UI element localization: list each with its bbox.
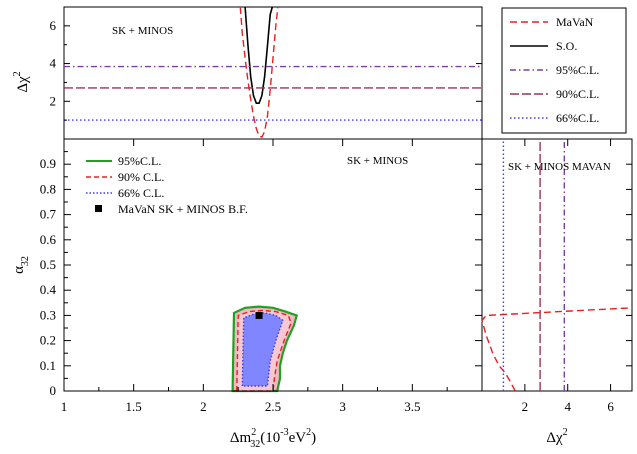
main-legend-label: MaVaN SK + MINOS B.F. [118, 202, 248, 216]
legend-label: 95%C.L. [556, 63, 599, 77]
contour-2 [241, 312, 284, 387]
main-ticks: 0 0.1 0.2 0.3 0.4 0.5 0.6 0.7 0.8 0.9 1 1.5 2 2.5 3 3.5 [40, 139, 482, 414]
right-xtick-label: 6 [607, 399, 614, 414]
main-ytick-label: 0.9 [40, 156, 56, 171]
top-legend: MaVaN S.O. 95%C.L. 90%C.L. 66%C.L. [501, 7, 627, 134]
main-ytick-label: 0.1 [40, 358, 56, 373]
top-ticks: 2 4 6 [50, 18, 482, 121]
top-ytick-label: 6 [50, 18, 57, 33]
legend-items: MaVaN S.O. 95%C.L. 90%C.L. 66%C.L. [510, 15, 599, 125]
top-ylabel: Δχ2 [12, 71, 31, 92]
main-panel: 0 0.1 0.2 0.3 0.4 0.5 0.6 0.7 0.8 0.9 1 1.5 2 2.5 3 3.5… [11, 138, 483, 450]
top-ytick-label: 4 [50, 56, 57, 71]
right-series [481, 139, 633, 392]
main-xlabel: Δm2 32(10-3eV2) [230, 427, 316, 450]
main-legend-label: 90% C.L. [118, 170, 164, 184]
main-ytick-label: 0.7 [40, 207, 57, 222]
main-ylabel: α32 [11, 256, 31, 274]
top-series-line-0 [239, 6, 279, 138]
right-xtick-label: 2 [522, 399, 529, 414]
legend-label: 66%C.L. [556, 111, 599, 125]
top-series [64, 6, 482, 138]
main-ytick-label: 0.8 [40, 181, 56, 196]
main-ytick-label: 0.6 [40, 232, 57, 247]
main-ytick-label: 0.3 [40, 307, 56, 322]
main-ytick-label: 0.5 [40, 257, 56, 272]
right-xlabel: Δχ2 [546, 427, 567, 446]
main-ytick-label: 0.4 [40, 282, 57, 297]
best-fit-point [255, 311, 263, 319]
main-legend: 95%C.L. 90% C.L. 66% C.L. MaVaN SK + MINOS … [86, 154, 248, 216]
right-annotation: SK + MINOS MAVAN [508, 161, 611, 173]
top-panel: 2 4 6 SK + MINOS Δχ2 [12, 6, 483, 140]
main-legend-label: 66% C.L. [118, 186, 164, 200]
right-panel: 2 4 6 SK + MINOS MAVAN Δχ2 [481, 138, 633, 446]
main-annotation: SK + MINOS [347, 155, 408, 167]
main-xtick-label: 2 [200, 399, 207, 414]
main-legend-label: 95%C.L. [118, 154, 161, 168]
legend-label: S.O. [556, 39, 577, 53]
main-legend-bf-marker [95, 205, 102, 212]
main-ytick-label: 0.2 [40, 333, 56, 348]
legend-frame [501, 7, 627, 134]
main-xtick-label: 3.5 [404, 399, 420, 414]
right-series-line-0 [481, 307, 633, 392]
main-xtick-label: 2.5 [265, 399, 281, 414]
legend-label: 90%C.L. [556, 87, 599, 101]
right-frame [481, 138, 633, 392]
main-xtick-label: 1 [61, 399, 68, 414]
main-ytick-label: 0 [50, 383, 57, 398]
right-xtick-label: 4 [564, 399, 571, 414]
main-xtick-label: 1.5 [126, 399, 142, 414]
main-xtick-label: 3 [339, 399, 346, 414]
top-annotation: SK + MINOS [112, 25, 173, 37]
right-ticks: 2 4 6 [522, 139, 632, 414]
legend-label: MaVaN [556, 15, 594, 29]
top-ytick-label: 2 [50, 93, 57, 108]
main-contours [231, 305, 299, 393]
